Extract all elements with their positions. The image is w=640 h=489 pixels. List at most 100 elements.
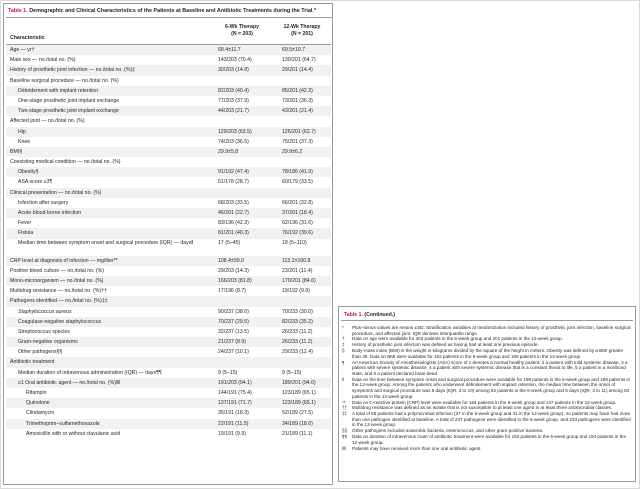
- table-row: Trimethoprim–sulfamethoxazole 22/191 (11.…: [6, 418, 331, 429]
- row-label: Male sex — no./total no. (%): [10, 57, 76, 64]
- row-value-6wk: 137/191 (71.7): [218, 400, 252, 407]
- row-value-12wk: 62/196 (31.6): [282, 220, 313, 227]
- footnote: § Body-mass index (BMI) is the weight in …: [342, 348, 632, 359]
- row-label: CRP level at diagnosis of infection — mg…: [10, 257, 118, 264]
- footnote-symbol: ‖: [342, 376, 344, 382]
- row-value-12wk: 37/201 (18.4): [282, 210, 313, 216]
- table-row: CRP level at diagnosis of infection — mg…: [6, 255, 331, 266]
- row-value-12wk: 69.5±10.7: [282, 47, 306, 53]
- table-row: Two-stage prosthetic joint implant excha…: [6, 106, 331, 117]
- row-label: Acute blood-borne infection: [18, 210, 82, 216]
- row-value-6wk: 143/203 (70.4): [218, 57, 252, 64]
- row-value-12wk: 19/192 (9.9): [282, 288, 310, 295]
- table-row: History of prosthetic joint infection — …: [6, 65, 331, 76]
- row-value-6wk: 77/203 (37.9): [218, 97, 249, 104]
- row-label: Mono-microorganism — no./total no. (%): [10, 277, 104, 284]
- table-row: Affected joint — no./total no. (%): [6, 116, 331, 126]
- row-value-12wk: 18 (5–110): [282, 240, 307, 247]
- row-value-12wk: 82/233 (35.2): [282, 318, 313, 325]
- footnote: ¶¶ Data on duration of intravenous route …: [342, 434, 632, 445]
- table-row: Median duration of intravenous administr…: [6, 368, 331, 378]
- row-value-12wk: 60/179 (33.5): [282, 179, 313, 186]
- row-value-12wk: 26/233 (11.2): [282, 339, 313, 346]
- table-row: Amoxicillin with or without clavulanic a…: [6, 429, 331, 439]
- row-value-6wk: 30/203 (14.8): [218, 67, 249, 74]
- row-label: Median duration of intravenous administr…: [18, 369, 162, 376]
- footnote-symbol: †: [342, 336, 345, 342]
- table-row: BMI§ 29.9±5.8 29.9±6.2: [6, 146, 331, 158]
- table-row: ≥1 Oral antibiotic agent — no./total no.…: [6, 377, 331, 388]
- row-value-6wk: 29/203 (14.3): [218, 267, 249, 274]
- row-label: Pathogens identified — no./total no. (%)…: [10, 298, 108, 305]
- row-label: Infection after surgery: [18, 199, 69, 206]
- footnote-text: Data on C-reactive protein (CRP) level w…: [352, 399, 617, 405]
- table-row: Age — yr† 68.4±11.7 69.5±10.7: [6, 45, 331, 56]
- row-label: Affected joint — no./total no. (%): [10, 118, 85, 125]
- row-value-12wk: 29/233 (12.4): [282, 349, 313, 356]
- footnote-symbol: ‡‡: [342, 411, 348, 417]
- footnote: ‡ History of prosthetic joint infection w…: [342, 342, 632, 348]
- row-value-6wk: 19/191 (9.9): [218, 430, 246, 437]
- table-row: Staphylococcus aureus 90/237 (38.0) 70/233…: [6, 307, 331, 317]
- row-value-12wk: 76/192 (39.6): [282, 230, 313, 237]
- row-value-6wk: 32/237 (13.5): [218, 328, 249, 335]
- footnote-text: Plus–minus values are means ±SD. Stratif…: [352, 325, 631, 336]
- header-characteristic: Characteristic: [10, 35, 45, 41]
- row-value-6wk: 83/196 (42.3): [218, 220, 249, 227]
- footnote: ‡‡ A total of 68 patients had a polymicro…: [342, 411, 632, 428]
- footnote: §§ Other pathogens included anaerobic bac…: [342, 428, 632, 434]
- row-value-12wk: 43/201 (21.4): [282, 108, 313, 115]
- row-value-6wk: 91/192 (47.4): [218, 169, 249, 176]
- row-label: Median time between symptom onset and su…: [18, 240, 194, 247]
- footnote-symbol: ††: [342, 405, 348, 411]
- footnote-symbol: §§: [342, 428, 348, 434]
- row-label: Rifampin: [26, 390, 47, 396]
- row-value-12wk: 189/201 (94.0): [282, 379, 316, 386]
- table-row: Fever 83/196 (42.3) 62/196 (31.6): [6, 218, 331, 228]
- footnote-text: Multidrug resistance was defined as an i…: [352, 405, 612, 411]
- table-row: Other pathogens§§ 24/237 (10.1) 29/233 (12…: [6, 347, 331, 357]
- row-label: BMI§: [10, 148, 23, 155]
- table-row: Coagulase-negative staphylococcus 70/237 …: [6, 316, 331, 327]
- row-label: Gram-negative organisms: [18, 339, 78, 346]
- header-6wk-line1: 6-Wk Therapy: [224, 24, 259, 30]
- row-value-12wk: 52/189 (27.5): [282, 410, 313, 417]
- footnote: †† Multidrug resistance was defined as an…: [342, 405, 632, 411]
- row-label: Positive blood culture — no./total no. (…: [10, 267, 104, 274]
- table-1-continued: Table 1. (Continued.) * Plus–minus values…: [338, 306, 636, 482]
- row-value-6wk: 144/191 (75.4): [218, 390, 252, 396]
- row-label: Trimethoprim–sulfamethoxazole: [26, 420, 100, 427]
- table-row: Quinolone 137/191 (71.7) 123/189 (65.1): [6, 398, 331, 409]
- table-row: Knee 74/203 (36.5) 75/201 (37.3): [6, 137, 331, 147]
- footnote: ‖‖ Patients may have received more than o…: [342, 446, 632, 452]
- row-label: Clinical presentation — no./total no. (%…: [10, 189, 102, 196]
- row-value-12wk: 113.2±100.8: [282, 257, 311, 264]
- footnote-symbol: **: [342, 399, 346, 405]
- row-value-6wk: 166/203 (81.8): [218, 277, 252, 284]
- row-value-6wk: 51/178 (28.7): [218, 179, 249, 186]
- row-value-6wk: 191/203 (94.1): [218, 379, 252, 386]
- footnote-text: Patients may have received more than one…: [352, 445, 482, 451]
- row-value-6wk: 129/203 (63.5): [218, 128, 252, 135]
- table-header: Characteristic 6-Wk Therapy (N = 203) 12…: [6, 18, 331, 45]
- row-value-6wk: 35/191 (18.3): [218, 410, 249, 417]
- table-row: Débridement with implant retention 82/203…: [6, 85, 331, 96]
- row-value-12wk: 123/189 (65.1): [282, 400, 316, 407]
- row-value-6wk: 70/237 (29.5): [218, 318, 249, 325]
- row-value-6wk: 108.4±99.0: [218, 257, 244, 264]
- footnote-symbol: ¶¶: [342, 434, 347, 440]
- row-value-12wk: 9 (5–15): [282, 369, 302, 376]
- table-row: Streptococcus species 32/237 (13.5) 26/233…: [6, 327, 331, 337]
- table-row: Pathogens identified — no./total no. (%)…: [6, 296, 331, 307]
- footnote-text: A total of 68 patients had a polymicrobi…: [352, 411, 631, 428]
- table-row: Acute blood-borne infection 46/201 (22.7)…: [6, 208, 331, 219]
- row-value-12wk: 23/201 (11.4): [282, 267, 313, 274]
- row-label: Obesity§: [18, 169, 39, 176]
- footnote-text: Data on age were available for 203 patie…: [352, 336, 563, 342]
- footnote-symbol: ‖‖: [342, 445, 346, 451]
- footnote: ¶ An American Society of Anesthesiologist…: [342, 360, 632, 377]
- row-value-6wk: 90/237 (38.0): [218, 308, 249, 315]
- row-label: Other pathogens§§: [18, 349, 63, 356]
- row-label: Coexisting medical condition — no./total…: [10, 159, 121, 166]
- row-label: Antibiotic treatment: [10, 359, 55, 366]
